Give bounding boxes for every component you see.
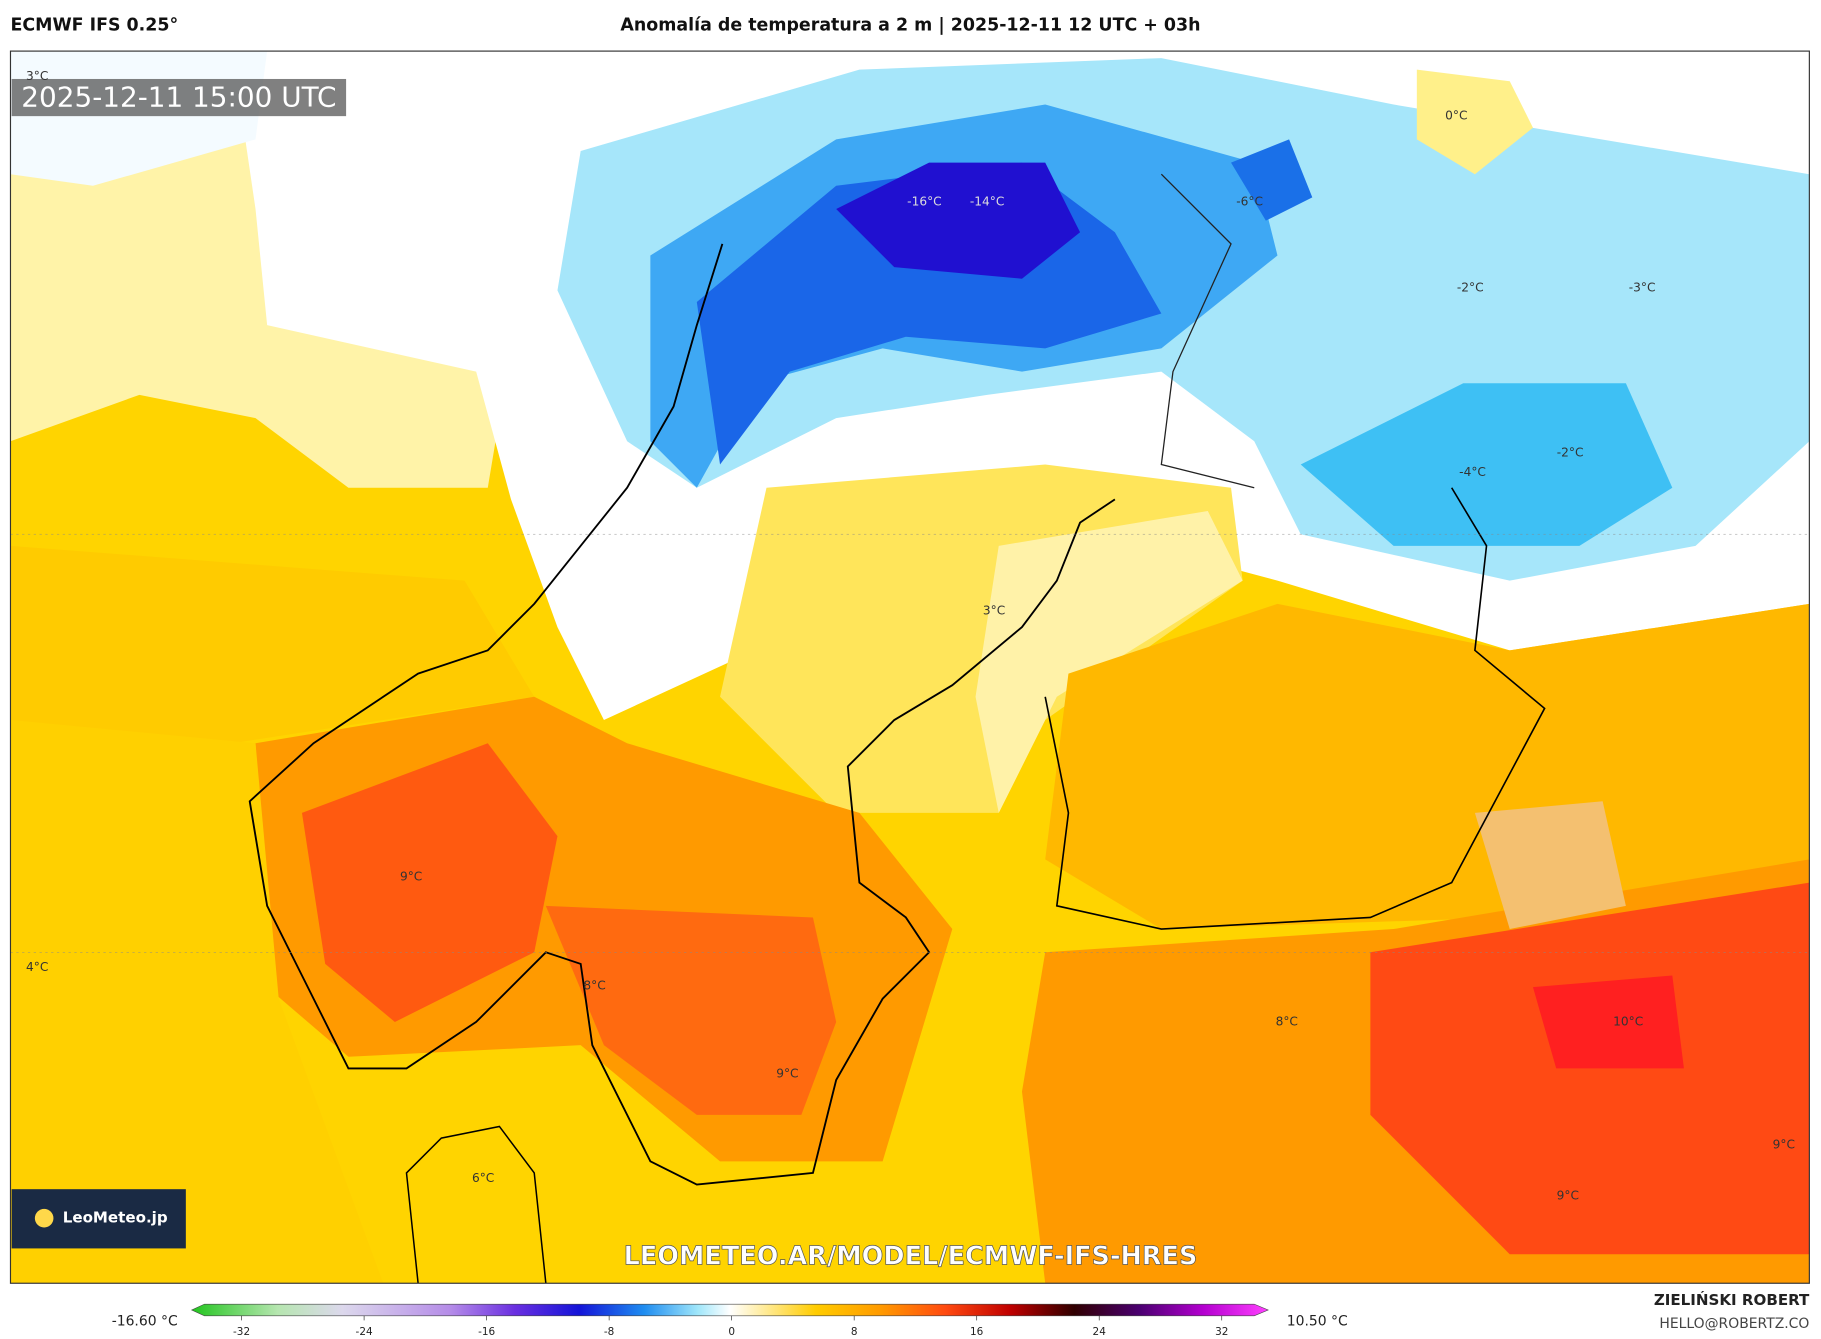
contour-label: -3°C (1629, 281, 1656, 295)
contour-label: -16°C (907, 195, 942, 209)
logo-sun (34, 1208, 54, 1228)
min-value: -16.60 °C (112, 1314, 178, 1330)
colorbar-tick-label: -8 (604, 1326, 614, 1338)
contour-label: 4°C (26, 960, 48, 974)
contour-label: 9°C (776, 1067, 798, 1081)
contour-label: -2°C (1457, 281, 1484, 295)
timestamp: 2025-12-11 15:00 UTC (21, 81, 336, 114)
email: HELLO@ROBERTZ.CO (1659, 1316, 1809, 1332)
colorbar-bar (190, 1303, 1269, 1317)
contour-label: -2°C (1557, 445, 1584, 459)
max-value: 10.50 °C (1287, 1314, 1348, 1330)
contour-label: 0°C (1445, 109, 1467, 123)
contour-label: 3°C (983, 603, 1005, 617)
colorbar-tick-label: -16 (478, 1326, 495, 1338)
map-title: Anomalía de temperatura a 2 m | 2025-12-… (620, 16, 1200, 36)
logo-text: LeoMeteo.jp (63, 1209, 168, 1227)
contour-labels: 3°C 0°C -16°C -14°C -6°C -2°C -3°C -2°C … (26, 69, 1795, 1203)
watermark: LEOMETEO.AR/MODEL/ECMWF-IFS-HRES (624, 1242, 1198, 1272)
contour-label: -6°C (1236, 195, 1263, 209)
model-name: ECMWF IFS 0.25° (10, 16, 178, 36)
contour-label: 6°C (472, 1171, 494, 1185)
colorbar-tick-label: 24 (1093, 1326, 1107, 1338)
contour-label: 8°C (583, 978, 605, 992)
contour-label: -14°C (970, 195, 1005, 209)
colorbar: -32 -24 -16 -8 0 8 16 24 32 (190, 1303, 1269, 1338)
map-field (10, 51, 1810, 1284)
map-frame (9, 50, 1810, 1284)
colorbar-tick-label: 8 (851, 1326, 858, 1338)
author: ZIELIŃSKI ROBERT (1654, 1290, 1810, 1309)
colorbar-tick-label: 0 (728, 1326, 735, 1338)
contour-label: 9°C (1557, 1189, 1579, 1203)
contour-label: -4°C (1459, 465, 1486, 479)
contour-label: 10°C (1613, 1014, 1643, 1028)
contour-label: 9°C (1773, 1138, 1795, 1152)
colorbar-tick-label: -32 (233, 1326, 250, 1338)
contour-label: 3°C (26, 69, 48, 83)
contour-label: 9°C (400, 869, 422, 883)
colorbar-tick-label: -24 (356, 1326, 373, 1338)
contour-label: 8°C (1276, 1014, 1298, 1028)
colorbar-tick-label: 16 (970, 1326, 983, 1338)
timestamp-box (11, 78, 347, 117)
colorbar-tick-label: 32 (1215, 1326, 1228, 1338)
